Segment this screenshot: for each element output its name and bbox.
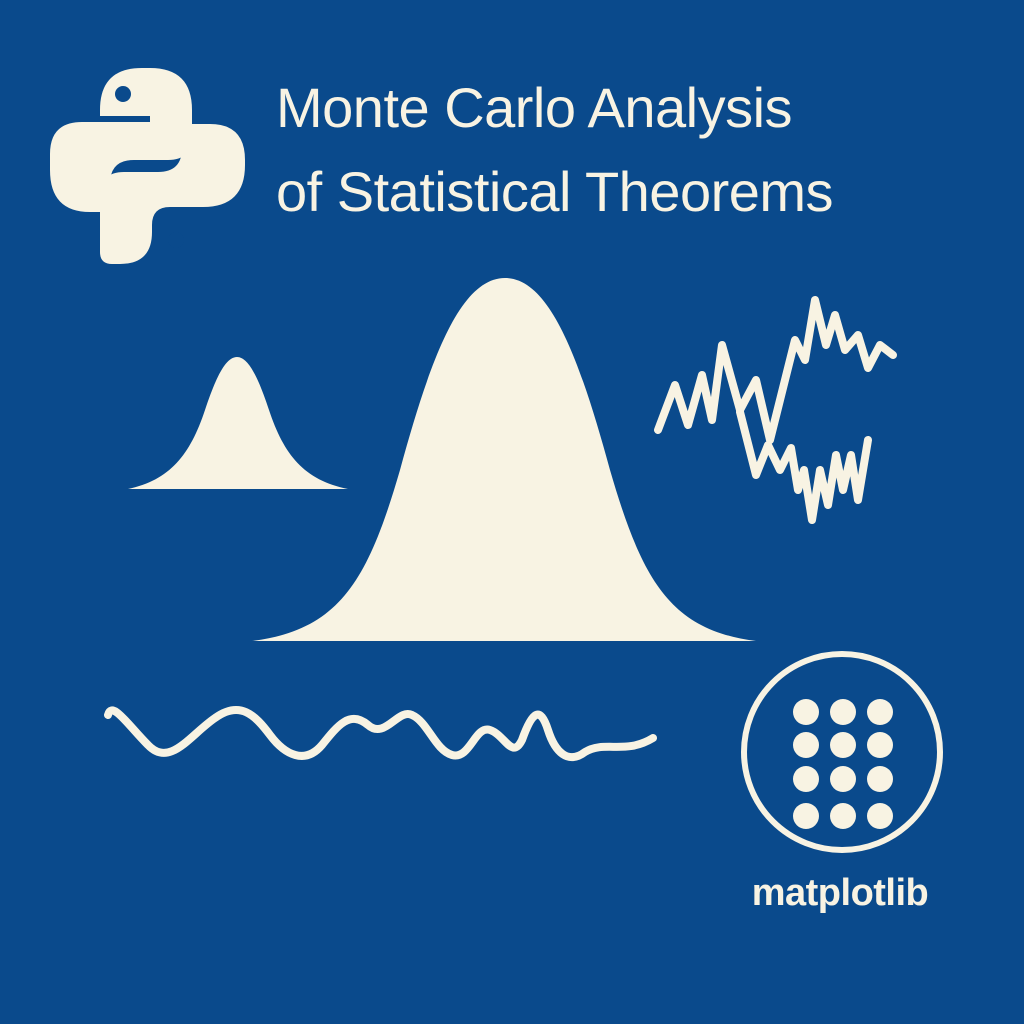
- logo-dot: [793, 732, 819, 758]
- logo-dot: [793, 766, 819, 792]
- matplotlib-logo-dots: [793, 699, 893, 829]
- logo-dot: [793, 699, 819, 725]
- logo-dot: [830, 699, 856, 725]
- matplotlib-label: matplotlib: [751, 872, 929, 914]
- title-line-1: Monte Carlo Analysis: [276, 76, 793, 139]
- python-logo-bottom-eye: [168, 232, 184, 248]
- matplotlib-logo-icon: [741, 651, 943, 853]
- small-bell-curve: [128, 357, 348, 489]
- logo-dot: [830, 803, 856, 829]
- large-bell-curve: [252, 278, 756, 641]
- wavy-signal-line: [104, 705, 657, 762]
- logo-dot: [867, 699, 893, 725]
- python-logo-bottom-snake: [100, 124, 245, 264]
- logo-dot: [830, 766, 856, 792]
- logo-dot: [867, 766, 893, 792]
- logo-dot: [830, 732, 856, 758]
- matplotlib-logo-ring: [741, 651, 943, 853]
- page-title: Monte Carlo Analysis of Statistical Theo…: [276, 66, 1006, 234]
- python-logo-icon: [50, 68, 245, 264]
- python-logo-top-eye: [115, 86, 131, 102]
- random-walk-upper: [654, 296, 897, 444]
- logo-dot: [867, 803, 893, 829]
- random-walk-lower: [736, 408, 872, 524]
- python-logo-top-snake: [50, 68, 192, 212]
- title-line-2: of Statistical Theorems: [276, 160, 834, 223]
- logo-dot: [793, 803, 819, 829]
- logo-dot: [867, 732, 893, 758]
